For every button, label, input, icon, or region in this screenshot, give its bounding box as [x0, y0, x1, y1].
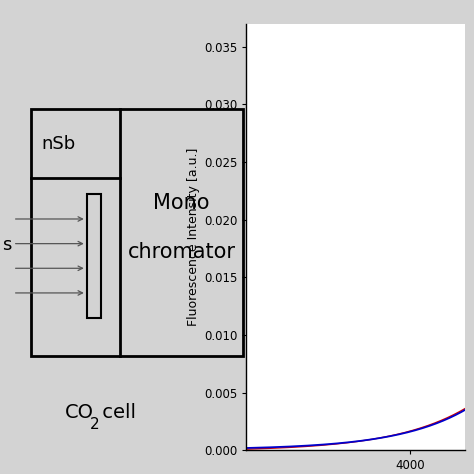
Text: chromator: chromator [128, 242, 236, 262]
Bar [87, 194, 101, 318]
Text: CO: CO [65, 403, 94, 422]
Y-axis label: Fluorescence Intensity [a.u.]: Fluorescence Intensity [a.u.] [187, 148, 200, 326]
Text: Mono: Mono [153, 193, 210, 213]
Text: nSb: nSb [41, 135, 75, 153]
Text: s: s [2, 236, 12, 254]
Text: 2: 2 [90, 417, 99, 432]
Bar [31, 109, 243, 356]
Text: cell: cell [96, 403, 136, 422]
